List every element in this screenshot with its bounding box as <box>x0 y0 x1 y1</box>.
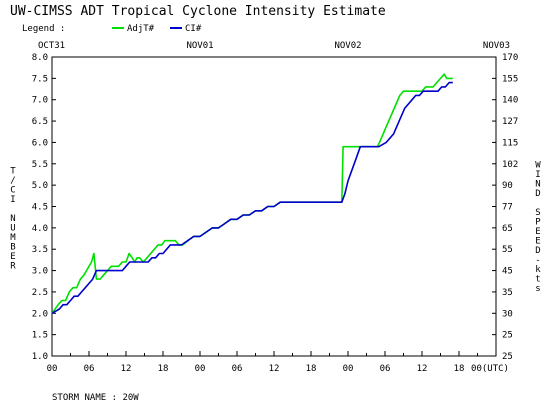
date-tick-label: OCT31 <box>38 41 65 51</box>
left-tick-label: 4.5 <box>32 203 48 213</box>
left-tick-label: 1.5 <box>32 331 48 341</box>
legend-entry-adjt: AdjT# <box>127 24 155 34</box>
x-tick-label: 18 <box>454 364 465 374</box>
right-tick-label: 170 <box>502 53 518 63</box>
right-tick-label: 77 <box>502 203 513 213</box>
right-tick-label: 55 <box>502 245 513 255</box>
x-tick-label: 06 <box>232 364 243 374</box>
left-tick-label: 3.0 <box>32 267 48 277</box>
right-tick-label: 25 <box>502 331 513 341</box>
left-tick-label: 1.0 <box>32 352 48 362</box>
right-tick-label: 155 <box>502 74 518 84</box>
left-tick-label: 5.5 <box>32 160 48 170</box>
legend-label: Legend : <box>22 24 65 34</box>
x-tick-label: 18 <box>158 364 169 374</box>
x-tick-label: 00 <box>47 364 58 374</box>
legend-entry-ci: CI# <box>185 24 202 34</box>
x-tick-label: 00 <box>195 364 206 374</box>
right-axis-ticks: 25 25 30 35 45 55 65 77 90 102 115 127 140 155 170 <box>492 53 518 362</box>
right-tick-label: 45 <box>502 267 513 277</box>
left-tick-label: 4.0 <box>32 224 48 234</box>
x-tick-label: 18 <box>306 364 317 374</box>
date-tick-label: NOV02 <box>334 41 361 51</box>
x-tick-label: 12 <box>417 364 428 374</box>
left-tick-label: 6.5 <box>32 117 48 127</box>
chart-title: UW-CIMSS ADT Tropical Cyclone Intensity … <box>10 4 386 19</box>
right-tick-label: 65 <box>502 224 513 234</box>
right-tick-label: 25 <box>502 352 513 362</box>
left-tick-label: 7.5 <box>32 74 48 84</box>
x-tick-label: 12 <box>269 364 280 374</box>
date-tick-labels: OCT31 NOV01 NOV02 NOV03 <box>38 41 510 51</box>
left-tick-label: 5.0 <box>32 181 48 191</box>
right-tick-label: 35 <box>502 288 513 298</box>
left-tick-label: 7.0 <box>32 96 48 106</box>
right-tick-label: 102 <box>502 160 518 170</box>
date-tick-label: NOV03 <box>483 41 510 51</box>
left-tick-label: 6.0 <box>32 138 48 148</box>
x-tick-label: 06 <box>380 364 391 374</box>
left-tick-label: 8.0 <box>32 53 48 63</box>
x-tick-label: 00(UTC) <box>471 364 509 374</box>
x-tick-label: 12 <box>121 364 132 374</box>
series-line-ci <box>51 81 453 314</box>
x-tick-label: 00 <box>343 364 354 374</box>
x-axis-ticks: 00 06 12 18 00 06 12 18 00 06 12 18 00(UTC) <box>47 351 509 374</box>
right-tick-label: 30 <box>502 309 513 319</box>
date-tick-label: NOV01 <box>186 41 213 51</box>
left-tick-label: 2.5 <box>32 288 48 298</box>
right-tick-label: 140 <box>502 96 518 106</box>
storm-name-footer: STORM NAME : 20W <box>52 393 139 403</box>
right-tick-label: 90 <box>502 181 513 191</box>
series-lines <box>51 73 453 314</box>
left-tick-label: 3.5 <box>32 245 48 255</box>
right-tick-label: 127 <box>502 117 518 127</box>
series-line-adjt <box>51 73 453 314</box>
x-tick-label: 06 <box>84 364 95 374</box>
left-axis-ticks: 1.0 1.5 2.0 2.5 3.0 3.5 4.0 4.5 5.0 5.5 6.0 6.5 7.0 7… <box>32 53 56 362</box>
right-tick-label: 115 <box>502 138 518 148</box>
legend: Legend : AdjT# CI# <box>22 24 202 34</box>
left-tick-label: 2.0 <box>32 309 48 319</box>
